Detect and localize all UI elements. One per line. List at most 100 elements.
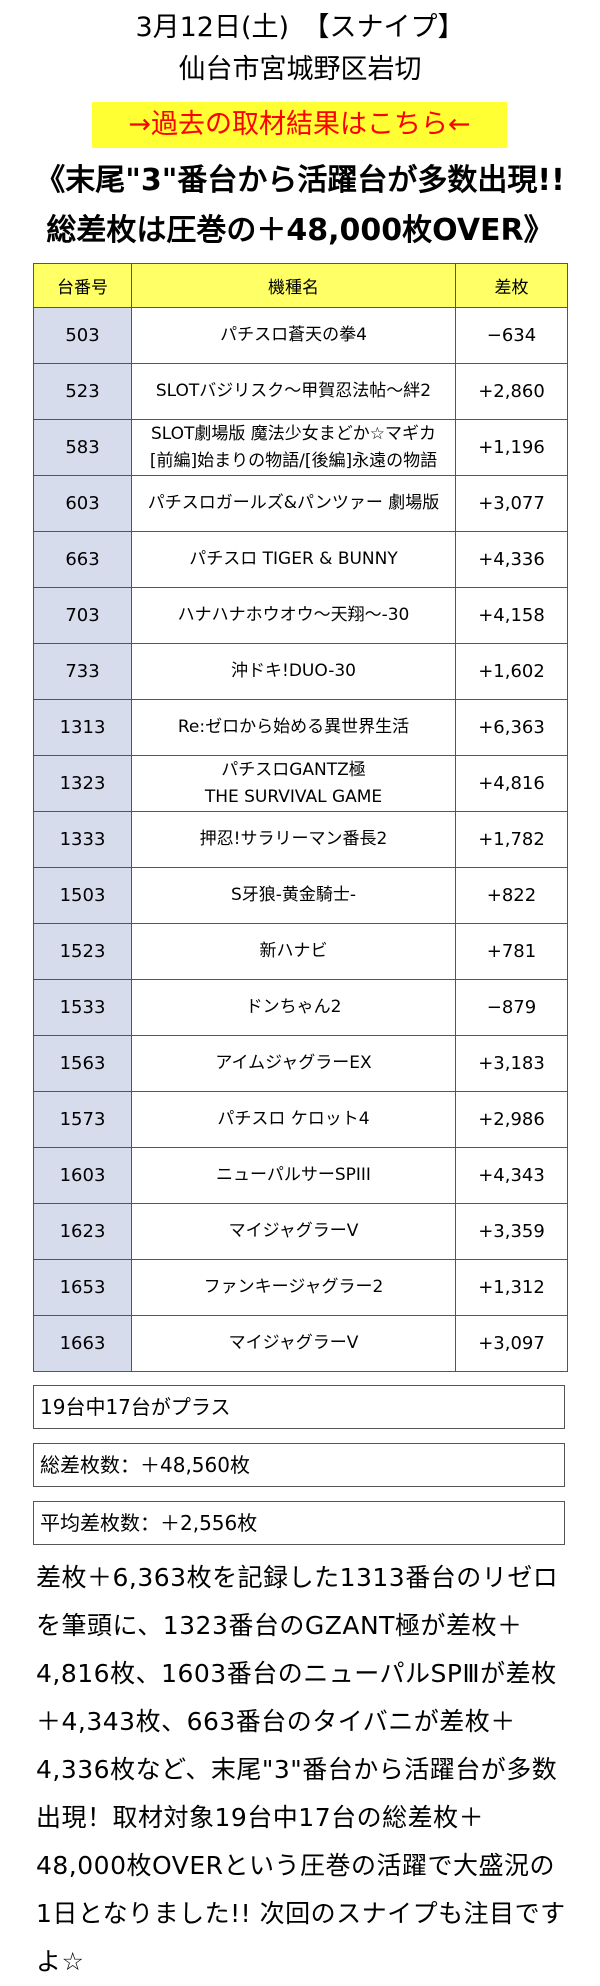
- machine-name-line: S牙狼-黄金騎士-: [230, 885, 357, 905]
- machine-name-line: Re:ゼロから始める異世界生活: [177, 717, 410, 737]
- machine-number-cell: 663: [33, 531, 132, 588]
- machine-name-line: ニューパルサーSPIII: [216, 1165, 371, 1185]
- table-row: 663 パチスロ TIGER & BUNNY +4,336: [33, 531, 568, 588]
- diff-cell: +3,183: [455, 1035, 568, 1092]
- table-row: 1323 パチスロGANTZ極 THE SURVIVAL GAME +4,816: [33, 755, 568, 812]
- machine-number-cell: 1653: [33, 1259, 132, 1316]
- machine-name-cell: パチスロGANTZ極 THE SURVIVAL GAME: [131, 755, 456, 812]
- machine-name-line: アイムジャグラーEX: [215, 1053, 372, 1073]
- machine-name-line: ドンちゃん2: [245, 997, 342, 1017]
- diff-cell: +1,602: [455, 643, 568, 700]
- machine-name-cell: パチスロ蒼天の拳4: [131, 307, 456, 364]
- total-diff-summary: 総差枚数：＋48,560枚: [33, 1443, 565, 1487]
- machine-name-cell: マイジャグラーV: [131, 1315, 456, 1372]
- machine-name-cell: 押忍!サラリーマン番長2: [131, 811, 456, 868]
- store-location: 仙台市宮城野区岩切: [178, 54, 422, 85]
- machine-name-line: ファンキージャグラー2: [203, 1277, 384, 1297]
- diff-cell: +6,363: [455, 699, 568, 756]
- diff-cell: +4,336: [455, 531, 568, 588]
- machine-number-cell: 733: [33, 643, 132, 700]
- table-row: 1333 押忍!サラリーマン番長2 +1,782: [33, 811, 568, 868]
- machine-name-cell: パチスロ TIGER & BUNNY: [131, 531, 456, 588]
- machine-name-line: 沖ドキ!DUO-30: [231, 661, 356, 681]
- machine-number-cell: 1323: [33, 755, 132, 812]
- machine-name-cell: マイジャグラーV: [131, 1203, 456, 1260]
- machine-name-cell: ハナハナホウオウ〜天翔〜-30: [131, 587, 456, 644]
- plus-count-summary: 19台中17台がプラス: [33, 1385, 565, 1429]
- column-header-machine-name: 機種名: [131, 263, 456, 308]
- machine-name-cell: S牙狼-黄金騎士-: [131, 867, 456, 924]
- machine-name-cell: パチスロガールズ&パンツァー 劇場版: [131, 475, 456, 532]
- table-row: 523 SLOTバジリスク〜甲賀忍法帖〜絆2 +2,860: [33, 363, 568, 420]
- table-row: 603 パチスロガールズ&パンツァー 劇場版 +3,077: [33, 475, 568, 532]
- headline-line-1: 《末尾"3"番台から活躍台が多数出現!!: [35, 163, 565, 198]
- machine-name-line: パチスロ ケロット4: [217, 1109, 370, 1129]
- average-diff-summary: 平均差枚数：＋2,556枚: [33, 1501, 565, 1545]
- table-row: 1313 Re:ゼロから始める異世界生活 +6,363: [33, 699, 568, 756]
- table-row: 733 沖ドキ!DUO-30 +1,602: [33, 643, 568, 700]
- machine-name-line: マイジャグラーV: [228, 1221, 359, 1241]
- machine-name-cell: Re:ゼロから始める異世界生活: [131, 699, 456, 756]
- machine-number-cell: 703: [33, 587, 132, 644]
- machine-name-line: マイジャグラーV: [228, 1333, 359, 1353]
- machine-number-cell: 1503: [33, 867, 132, 924]
- column-header-diff: 差枚: [455, 263, 568, 308]
- table-row: 1503 S牙狼-黄金騎士- +822: [33, 867, 568, 924]
- diff-cell: +822: [455, 867, 568, 924]
- past-results-link[interactable]: →過去の取材結果はこちら←: [92, 102, 507, 148]
- column-header-machine-number: 台番号: [33, 263, 132, 308]
- diff-cell: +4,816: [455, 755, 568, 812]
- table-header-row: 台番号 機種名 差枚: [33, 263, 568, 308]
- machine-name-cell: パチスロ ケロット4: [131, 1091, 456, 1148]
- date-store-line: 3月12日(土) 【スナイプ】: [135, 12, 465, 43]
- diff-cell: +1,782: [455, 811, 568, 868]
- machine-name-line: パチスロGANTZ極: [221, 759, 366, 780]
- machine-name-line: パチスロガールズ&パンツァー 劇場版: [147, 493, 440, 513]
- diff-cell: +4,343: [455, 1147, 568, 1204]
- machine-name-cell: SLOTバジリスク〜甲賀忍法帖〜絆2: [131, 363, 456, 420]
- machine-number-cell: 1313: [33, 699, 132, 756]
- diff-cell: +4,158: [455, 587, 568, 644]
- machine-name-line: ハナハナホウオウ〜天翔〜-30: [177, 605, 410, 625]
- machine-name-line: THE SURVIVAL GAME: [204, 786, 383, 807]
- machine-number-cell: 503: [33, 307, 132, 364]
- machine-number-cell: 1563: [33, 1035, 132, 1092]
- diff-cell: +3,077: [455, 475, 568, 532]
- table-row: 1663 マイジャグラーV +3,097: [33, 1315, 568, 1372]
- machine-name-line: 新ハナビ: [259, 941, 328, 961]
- machine-name-line: 押忍!サラリーマン番長2: [199, 829, 388, 849]
- machine-number-cell: 1333: [33, 811, 132, 868]
- table-row: 703 ハナハナホウオウ〜天翔〜-30 +4,158: [33, 587, 568, 644]
- machine-name-cell: 沖ドキ!DUO-30: [131, 643, 456, 700]
- machine-name-cell: 新ハナビ: [131, 923, 456, 980]
- diff-cell: −634: [455, 307, 568, 364]
- machine-number-cell: 1603: [33, 1147, 132, 1204]
- table-row: 1573 パチスロ ケロット4 +2,986: [33, 1091, 568, 1148]
- machine-number-cell: 523: [33, 363, 132, 420]
- diff-cell: +1,312: [455, 1259, 568, 1316]
- machine-number-cell: 1663: [33, 1315, 132, 1372]
- table-row: 1653 ファンキージャグラー2 +1,312: [33, 1259, 568, 1316]
- table-row: 1603 ニューパルサーSPIII +4,343: [33, 1147, 568, 1204]
- headline-line-2: 総差枚は圧巻の＋48,000枚OVER》: [46, 213, 554, 248]
- table-row: 1523 新ハナビ +781: [33, 923, 568, 980]
- machine-number-cell: 1573: [33, 1091, 132, 1148]
- diff-cell: +2,986: [455, 1091, 568, 1148]
- machine-name-line: パチスロ TIGER & BUNNY: [189, 549, 398, 569]
- machine-number-cell: 1523: [33, 923, 132, 980]
- diff-cell: +781: [455, 923, 568, 980]
- report-body-text: 差枚＋6,363枚を記録した1313番台のリゼロを筆頭に、1323番台のGZAN…: [36, 1563, 566, 1976]
- table-row: 1533 ドンちゃん2 −879: [33, 979, 568, 1036]
- diff-cell: −879: [455, 979, 568, 1036]
- machine-number-cell: 1623: [33, 1203, 132, 1260]
- diff-cell: +3,359: [455, 1203, 568, 1260]
- machine-name-cell: ドンちゃん2: [131, 979, 456, 1036]
- machine-name-cell: ファンキージャグラー2: [131, 1259, 456, 1316]
- table-row: 1563 アイムジャグラーEX +3,183: [33, 1035, 568, 1092]
- results-table: 台番号 機種名 差枚 503 パチスロ蒼天の拳4 −634 523 SLOTバジリスク〜…: [33, 263, 568, 1372]
- machine-name-cell: アイムジャグラーEX: [131, 1035, 456, 1092]
- machine-number-cell: 583: [33, 419, 132, 476]
- table-row: 503 パチスロ蒼天の拳4 −634: [33, 307, 568, 364]
- diff-cell: +2,860: [455, 363, 568, 420]
